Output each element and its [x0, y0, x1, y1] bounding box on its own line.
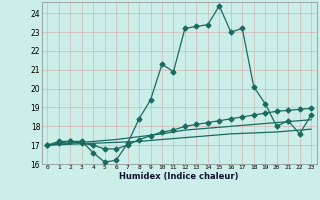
X-axis label: Humidex (Indice chaleur): Humidex (Indice chaleur)	[119, 172, 239, 181]
